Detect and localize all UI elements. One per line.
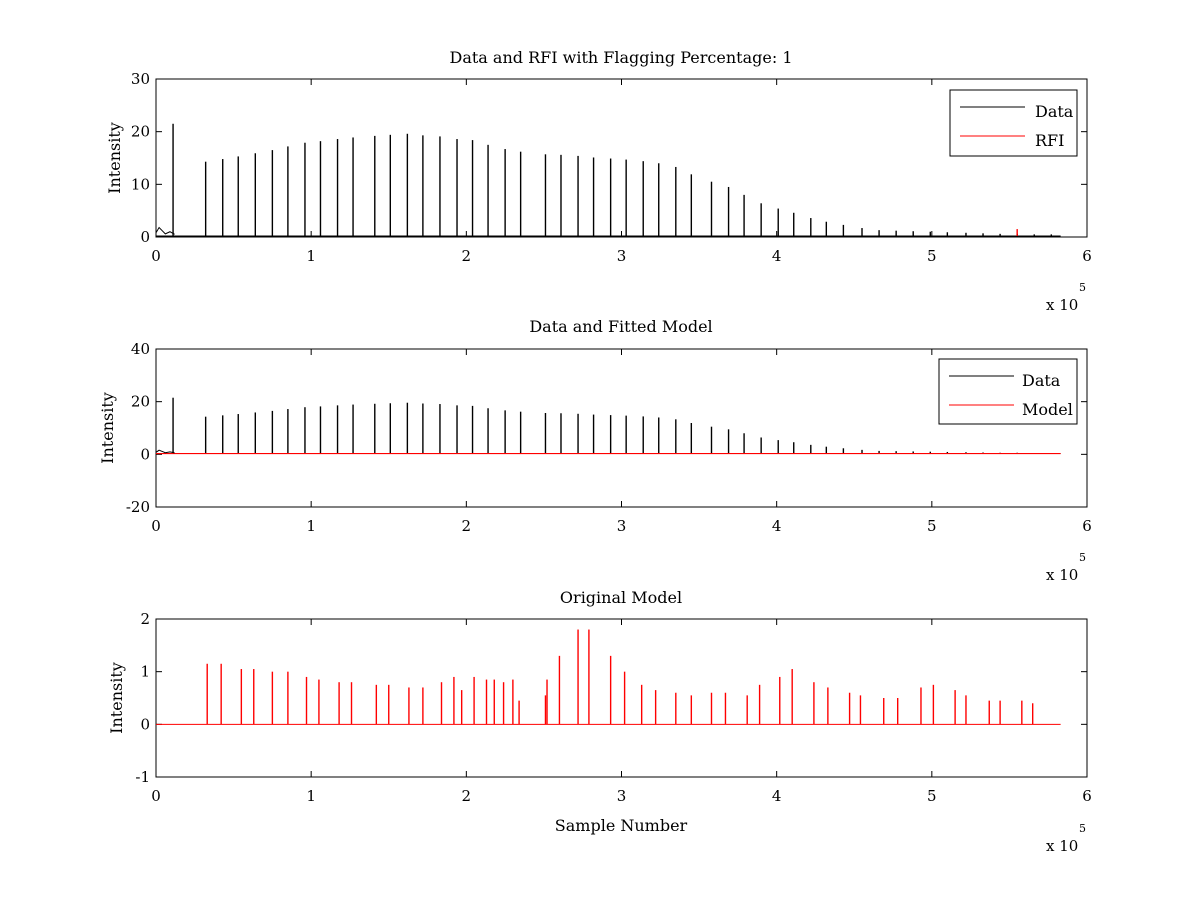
y-tick-label: 20: [131, 393, 150, 411]
x-tick-label: 1: [306, 787, 316, 805]
x-tick-label: 6: [1082, 517, 1092, 535]
x-tick-label: 4: [772, 247, 782, 265]
subplot-2-legend-model-label: Model: [1022, 400, 1073, 419]
subplot-1-x-exponent-power: 5: [1079, 281, 1086, 294]
subplot-3-x-exponent: x 10: [1046, 837, 1078, 855]
x-tick-label: 5: [927, 787, 937, 805]
subplot-1-plot: 0 1 2 3 4 5 6 0 10 20 30: [131, 70, 1092, 265]
y-tick-label: 0: [140, 228, 150, 246]
y-tick-label: 2: [140, 610, 150, 628]
subplot-3-title: Original Model: [560, 588, 682, 607]
subplot-1-legend-data-label: Data: [1035, 102, 1074, 121]
x-tick-label: 0: [151, 247, 161, 265]
subplot-2-x-exponent-power: 5: [1079, 551, 1086, 564]
subplot-2-x-exponent: x 10: [1046, 566, 1078, 584]
x-tick-label: 1: [306, 517, 316, 535]
subplot-2-initial-noise: [155, 449, 175, 454]
x-tick-label: 0: [151, 787, 161, 805]
y-tick-label: 10: [131, 175, 150, 193]
x-tick-label: 4: [772, 517, 782, 535]
y-tick-label: 0: [140, 445, 150, 463]
subplot-2-title: Data and Fitted Model: [529, 317, 712, 336]
x-tick-label: 0: [151, 517, 161, 535]
subplot-3-ylabel: Intensity: [107, 662, 126, 734]
x-tick-label: 2: [462, 517, 472, 535]
x-tick-label: 5: [927, 247, 937, 265]
y-tick-label: -20: [126, 498, 150, 516]
x-tick-label: 2: [462, 787, 472, 805]
y-tick-label: -1: [135, 768, 150, 786]
x-tick-label: 5: [927, 517, 937, 535]
subplot-2-ylabel: Intensity: [98, 392, 117, 464]
subplot-3-x-exponent-power: 5: [1079, 822, 1086, 835]
y-tick-label: 20: [131, 123, 150, 141]
x-tick-label: 2: [462, 247, 472, 265]
subplot-1-title: Data and RFI with Flagging Percentage: 1: [449, 48, 792, 67]
x-tick-label: 6: [1082, 247, 1092, 265]
subplot-1-legend-box: [949, 89, 1078, 157]
y-tick-label: 30: [131, 70, 150, 88]
x-tick-label: 1: [306, 247, 316, 265]
subplot-2-legend-box: [938, 358, 1078, 425]
subplot-1-legend: Data RFI: [949, 89, 1078, 157]
y-tick-label: 40: [131, 340, 150, 358]
x-tick-label: 3: [617, 787, 627, 805]
subplot-1-initial-noise: [155, 226, 175, 235]
subplot-1-x-exponent: x 10: [1046, 296, 1078, 314]
y-tick-label: 1: [140, 663, 150, 681]
subplot-1: Data and RFI with Flagging Percentage: 1…: [105, 48, 1092, 314]
subplot-1-ylabel: Intensity: [105, 122, 124, 194]
x-tick-label: 4: [772, 787, 782, 805]
y-tick-label: 0: [140, 715, 150, 733]
x-tick-label: 6: [1082, 787, 1092, 805]
subplot-2-legend: Data Model: [938, 358, 1078, 425]
x-tick-label: 3: [617, 517, 627, 535]
subplot-1-legend-rfi-label: RFI: [1035, 131, 1064, 150]
x-tick-label: 3: [617, 247, 627, 265]
subplot-2-legend-data-label: Data: [1022, 371, 1061, 390]
subplot-2: Data and Fitted Model Intensity 0 1 2 3 4 5 6 -…: [98, 317, 1092, 584]
subplot-3-xlabel: Sample Number: [555, 816, 688, 835]
